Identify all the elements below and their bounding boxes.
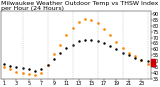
Text: Milwaukee Weather Outdoor Temp vs THSW Index per Hour (24 Hours): Milwaukee Weather Outdoor Temp vs THSW I… <box>1 1 158 11</box>
